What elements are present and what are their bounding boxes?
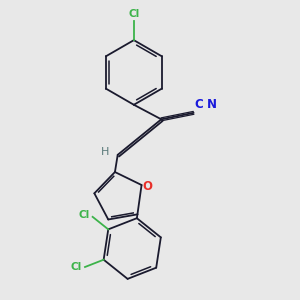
Text: Cl: Cl: [70, 262, 82, 272]
Text: C: C: [194, 98, 203, 111]
Text: Cl: Cl: [128, 8, 140, 19]
Text: N: N: [207, 98, 217, 111]
Text: H: H: [101, 147, 110, 157]
Text: Cl: Cl: [78, 210, 89, 220]
Text: O: O: [142, 180, 152, 193]
